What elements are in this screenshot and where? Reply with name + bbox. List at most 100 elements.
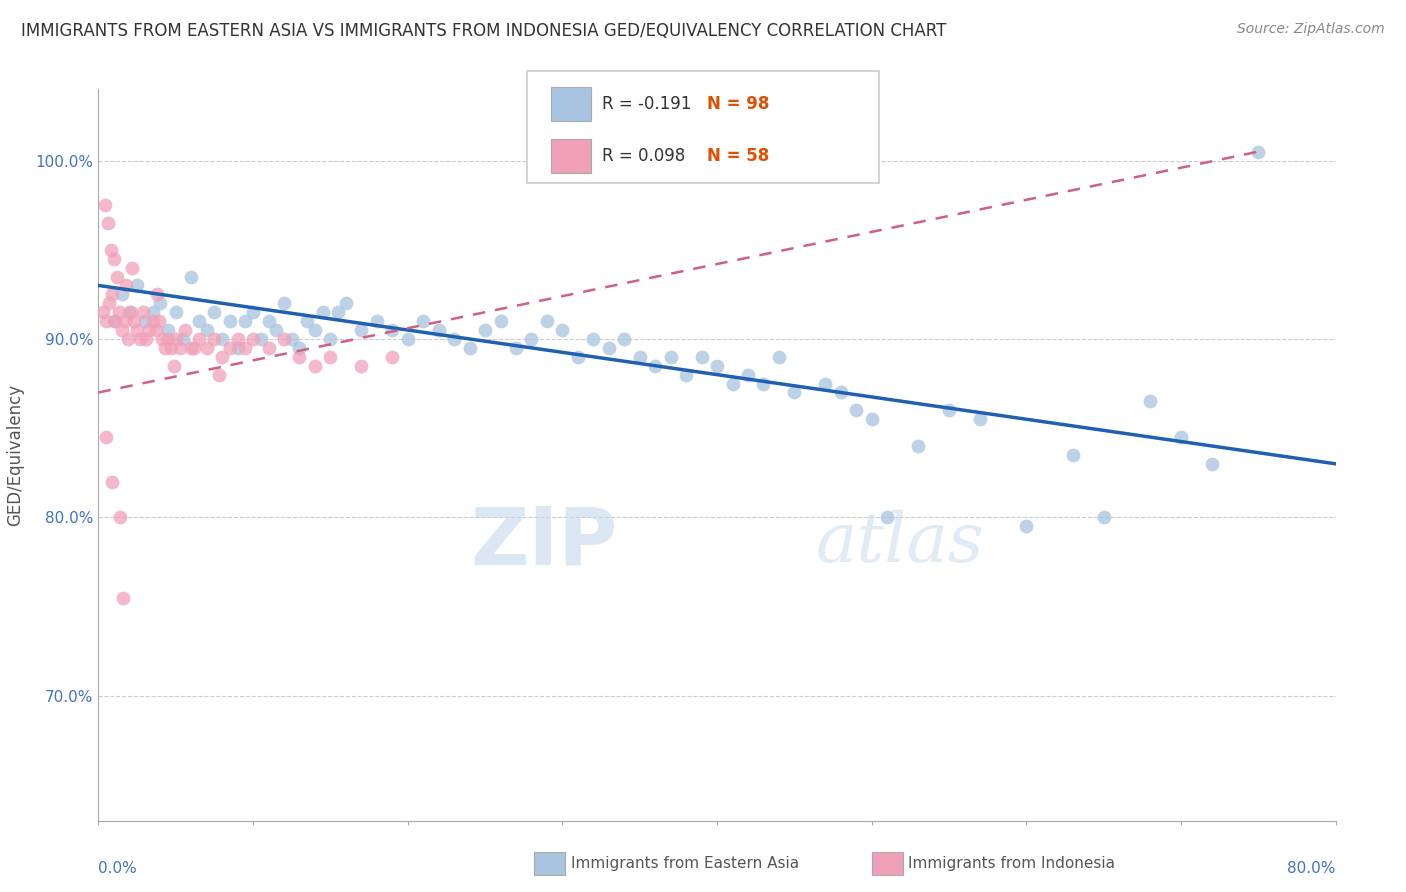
Point bbox=[281, 332, 304, 346]
Point bbox=[165, 305, 187, 319]
Point bbox=[335, 296, 357, 310]
Point bbox=[180, 269, 202, 284]
Point bbox=[141, 305, 165, 319]
Point bbox=[157, 323, 180, 337]
Point bbox=[1170, 430, 1192, 444]
Point bbox=[1139, 394, 1161, 409]
Point bbox=[1247, 145, 1270, 159]
Point bbox=[845, 403, 868, 417]
Point bbox=[127, 278, 149, 293]
Point bbox=[188, 314, 211, 328]
Point bbox=[219, 314, 242, 328]
Point bbox=[644, 359, 666, 373]
Point bbox=[169, 341, 191, 355]
Point bbox=[97, 216, 120, 230]
Point bbox=[149, 296, 172, 310]
Point bbox=[551, 323, 574, 337]
Point bbox=[264, 323, 288, 337]
Point bbox=[319, 350, 342, 364]
Point bbox=[474, 323, 496, 337]
Text: 0.0%: 0.0% bbox=[98, 861, 138, 876]
Point bbox=[326, 305, 350, 319]
Point bbox=[148, 314, 170, 328]
Point bbox=[163, 359, 186, 373]
Point bbox=[101, 475, 124, 489]
Point bbox=[690, 350, 713, 364]
Point bbox=[96, 430, 118, 444]
Point bbox=[145, 323, 167, 337]
Point bbox=[235, 341, 257, 355]
Point bbox=[115, 278, 138, 293]
Point bbox=[134, 314, 156, 328]
Point bbox=[111, 323, 132, 337]
Point bbox=[297, 314, 319, 328]
Point bbox=[91, 305, 114, 319]
Text: Immigrants from Eastern Asia: Immigrants from Eastern Asia bbox=[571, 856, 799, 871]
Point bbox=[860, 412, 883, 426]
Point bbox=[381, 323, 404, 337]
Point bbox=[135, 332, 157, 346]
Point bbox=[304, 359, 326, 373]
Text: R = -0.191: R = -0.191 bbox=[602, 95, 707, 113]
Point bbox=[257, 314, 280, 328]
Point bbox=[273, 296, 295, 310]
Point bbox=[969, 412, 991, 426]
Point bbox=[706, 359, 728, 373]
Point bbox=[412, 314, 434, 328]
Point bbox=[107, 305, 129, 319]
Point bbox=[180, 341, 202, 355]
Point bbox=[129, 332, 152, 346]
Point bbox=[350, 359, 373, 373]
Point bbox=[288, 350, 311, 364]
Point bbox=[132, 305, 155, 319]
Point bbox=[122, 314, 145, 328]
Point bbox=[108, 510, 131, 524]
Point bbox=[114, 314, 136, 328]
Point bbox=[96, 314, 118, 328]
Point bbox=[659, 350, 682, 364]
Point bbox=[304, 323, 326, 337]
Point bbox=[768, 350, 790, 364]
Point bbox=[204, 305, 226, 319]
Point bbox=[174, 323, 197, 337]
Text: atlas: atlas bbox=[815, 509, 984, 576]
Point bbox=[536, 314, 558, 328]
Point bbox=[118, 305, 141, 319]
Point bbox=[257, 341, 280, 355]
Point bbox=[567, 350, 589, 364]
Point bbox=[288, 341, 311, 355]
Text: ZIP: ZIP bbox=[471, 504, 619, 582]
Point bbox=[98, 296, 121, 310]
Text: IMMIGRANTS FROM EASTERN ASIA VS IMMIGRANTS FROM INDONESIA GED/EQUIVALENCY CORREL: IMMIGRANTS FROM EASTERN ASIA VS IMMIGRAN… bbox=[21, 22, 946, 40]
Point bbox=[783, 385, 806, 400]
Point bbox=[195, 341, 218, 355]
Point bbox=[153, 341, 176, 355]
Point bbox=[117, 332, 139, 346]
Point bbox=[907, 439, 929, 453]
Point bbox=[138, 323, 160, 337]
Text: N = 58: N = 58 bbox=[707, 146, 769, 164]
Point bbox=[226, 332, 249, 346]
Point bbox=[208, 368, 231, 382]
Point bbox=[93, 198, 115, 212]
Point bbox=[105, 269, 128, 284]
Point bbox=[273, 332, 295, 346]
Point bbox=[938, 403, 960, 417]
Point bbox=[350, 323, 373, 337]
Text: Immigrants from Indonesia: Immigrants from Indonesia bbox=[908, 856, 1115, 871]
Point bbox=[814, 376, 837, 391]
Point bbox=[737, 368, 759, 382]
Point bbox=[458, 341, 481, 355]
Point bbox=[1015, 519, 1038, 533]
Point bbox=[830, 385, 852, 400]
Point bbox=[489, 314, 512, 328]
Point bbox=[250, 332, 273, 346]
Point bbox=[752, 376, 775, 391]
Point bbox=[101, 287, 124, 301]
Point bbox=[112, 591, 135, 605]
Point bbox=[242, 332, 264, 346]
Point bbox=[1092, 510, 1115, 524]
Point bbox=[165, 332, 187, 346]
Point bbox=[242, 305, 264, 319]
Point bbox=[675, 368, 697, 382]
